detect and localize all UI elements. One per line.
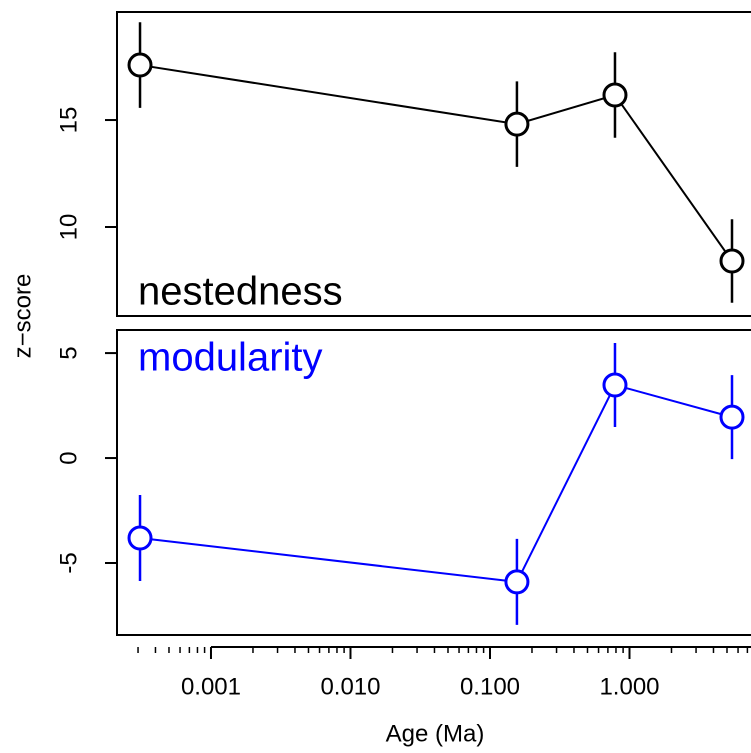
y-tick-label: 10: [55, 214, 82, 241]
panel-frame: [116, 329, 751, 636]
y-axis-label: z−score: [9, 274, 36, 359]
x-axis-label: Age (Ma): [386, 720, 485, 747]
series-line: [139, 383, 733, 583]
y-tick-label: -5: [55, 552, 82, 573]
data-point: [719, 248, 745, 274]
x-tick-label: 0.100: [460, 673, 520, 700]
x-tick-label: 1.000: [599, 673, 659, 700]
x-tick-label: 0.010: [320, 673, 380, 700]
y-tick-label: 5: [55, 346, 82, 359]
data-point: [602, 82, 628, 108]
data-point: [127, 525, 153, 551]
data-point: [719, 404, 745, 430]
legend-label: nestedness: [138, 270, 343, 314]
y-tick-label: 0: [55, 451, 82, 464]
data-point: [127, 52, 153, 78]
data-point: [504, 111, 530, 137]
data-point: [504, 569, 530, 595]
series-line: [139, 64, 733, 262]
legend-label: modularity: [138, 336, 323, 380]
data-point: [602, 372, 628, 398]
x-tick-label: 0.001: [181, 673, 241, 700]
y-tick-label: 15: [55, 107, 82, 134]
panel-frame: [116, 11, 751, 317]
